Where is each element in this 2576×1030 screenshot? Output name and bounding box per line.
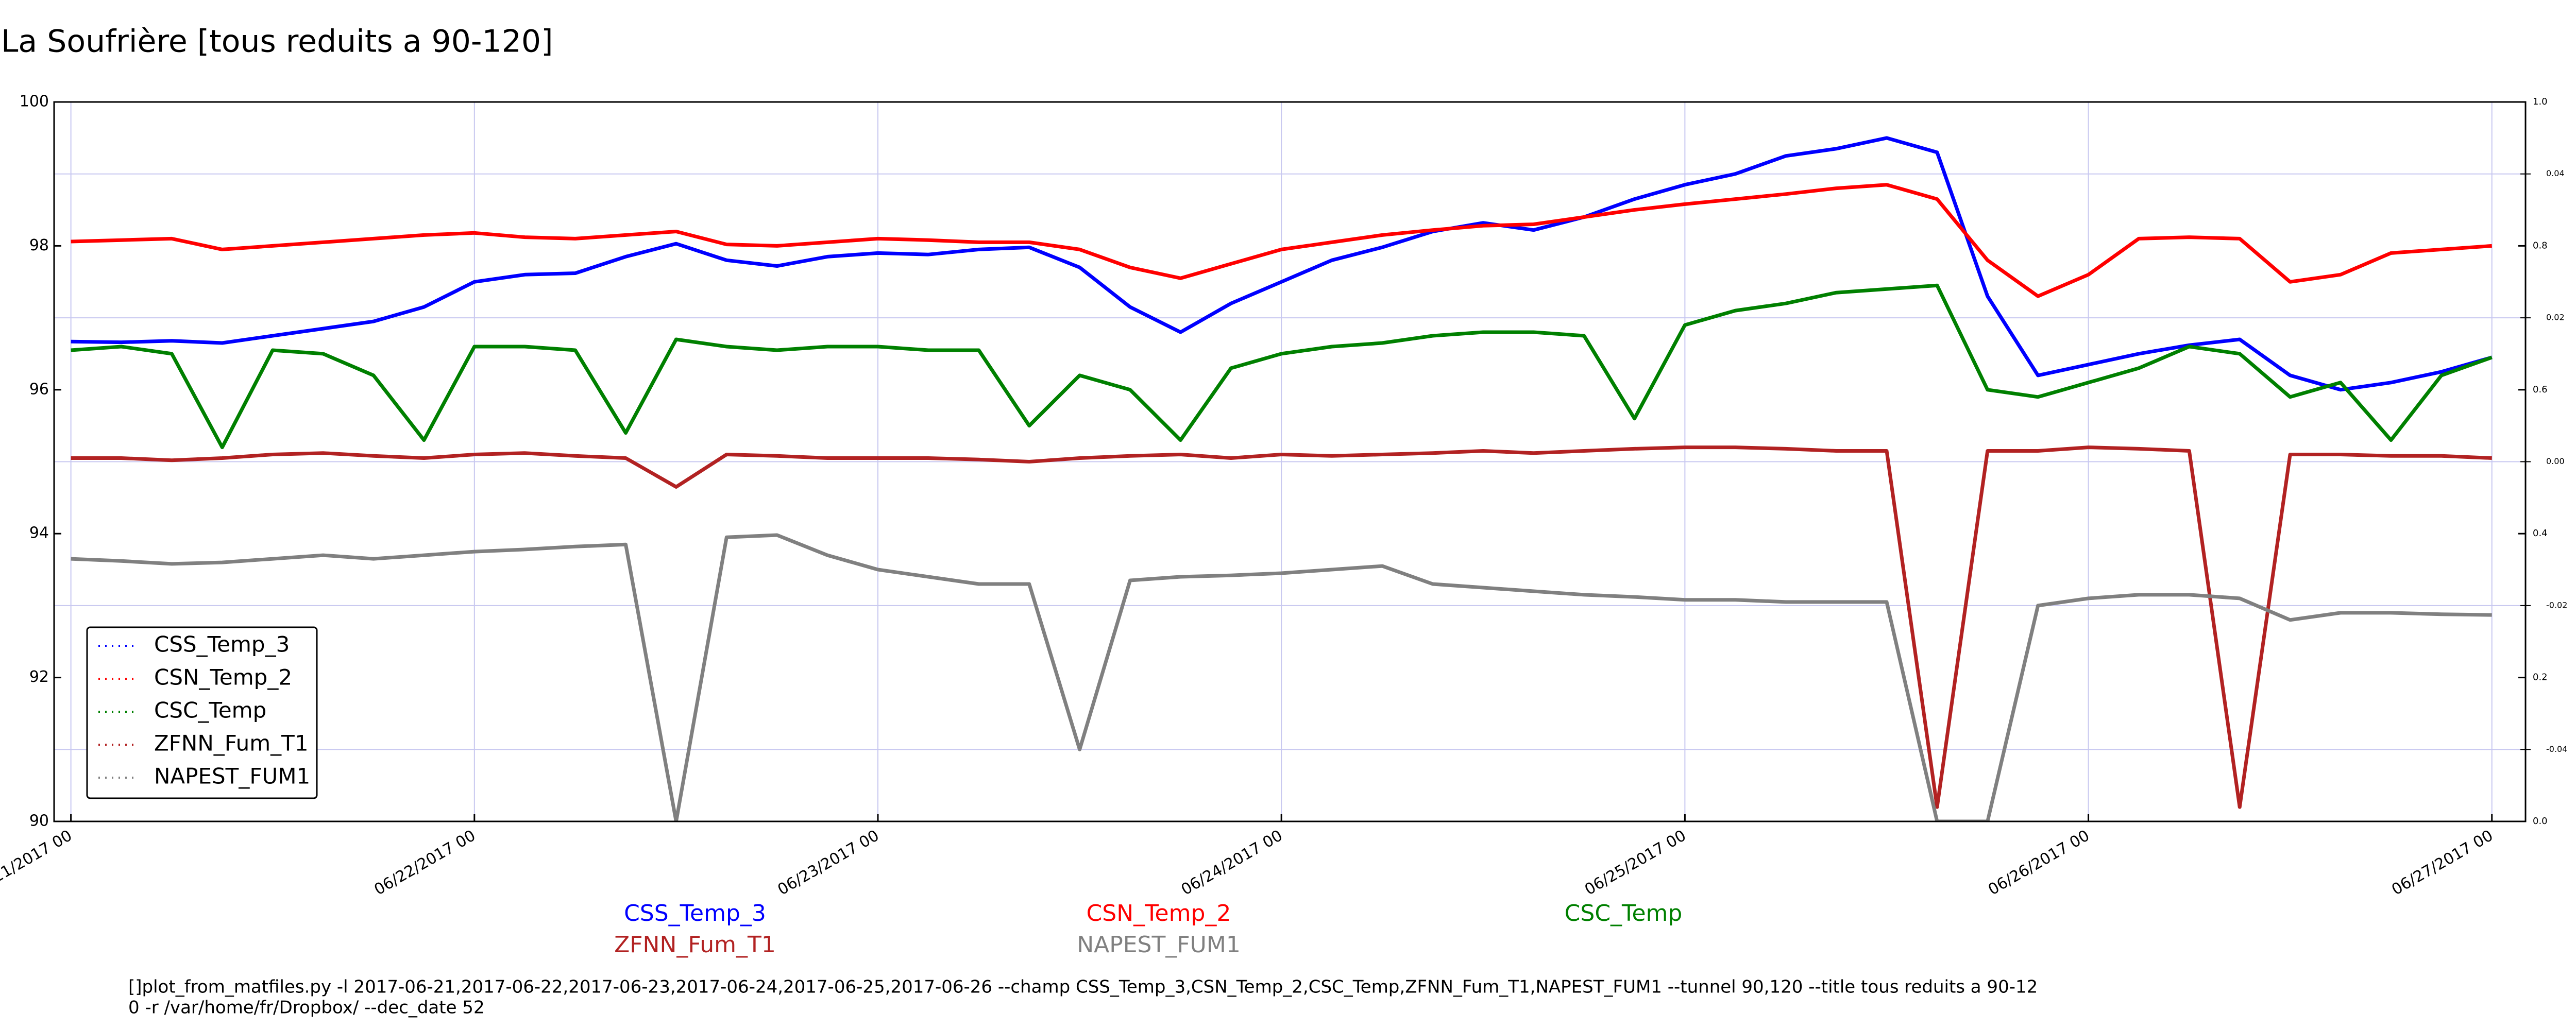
- legend-label: CSN_Temp_2: [154, 665, 292, 690]
- plot-area: [71, 136, 2493, 821]
- series-line: [71, 183, 2492, 298]
- y3-tick-label: 0.04: [2546, 168, 2565, 178]
- y2-tick-label: 0.6: [2533, 384, 2548, 395]
- series-line: [71, 445, 2492, 809]
- series-line: [71, 533, 2492, 821]
- command-line: []plot_from_matfiles.py -l 2017-06-21,20…: [128, 977, 2038, 998]
- legend-label: ZFNN_Fum_T1: [154, 731, 309, 756]
- y-tick-label: 96: [29, 380, 49, 398]
- y2-tick-label: 0.2: [2533, 672, 2548, 683]
- legend-label: CSC_Temp: [154, 698, 266, 723]
- y-tick-label: 98: [29, 236, 49, 254]
- y-tick-label: 90: [29, 812, 49, 830]
- series-caption: CSN_Temp_2: [1087, 900, 1231, 926]
- y3-tick-label: -0.02: [2546, 600, 2567, 610]
- y-tick-label: 92: [29, 668, 49, 686]
- legend-label: CSS_Temp_3: [154, 632, 290, 657]
- series-caption: CSC_Temp: [1565, 900, 1683, 926]
- command-line: 0 -r /var/home/fr/Dropbox/ --dec_date 52: [128, 998, 485, 1018]
- y2-tick-label: 1.0: [2533, 96, 2548, 107]
- y3-tick-label: 0.00: [2546, 456, 2565, 466]
- y2-tick-label: 0.4: [2533, 528, 2548, 539]
- series-caption: NAPEST_FUM1: [1077, 932, 1241, 958]
- legend-box: [86, 626, 318, 799]
- y-tick-label: 94: [29, 524, 49, 542]
- y3-tick-label: -0.04: [2546, 744, 2567, 754]
- series-line: [71, 136, 2493, 392]
- y2-tick-label: 0.0: [2533, 816, 2548, 827]
- y2-tick-label: 0.8: [2533, 240, 2548, 251]
- series-caption: CSS_Temp_3: [624, 900, 766, 926]
- series-caption: ZFNN_Fum_T1: [614, 932, 776, 958]
- y-tick-label: 100: [20, 93, 49, 111]
- series-line: [71, 283, 2493, 450]
- chart-title: La Soufrière [tous reduits a 90-120]: [1, 24, 553, 60]
- legend-label: NAPEST_FUM1: [154, 764, 310, 789]
- y3-tick-label: 0.02: [2546, 313, 2565, 322]
